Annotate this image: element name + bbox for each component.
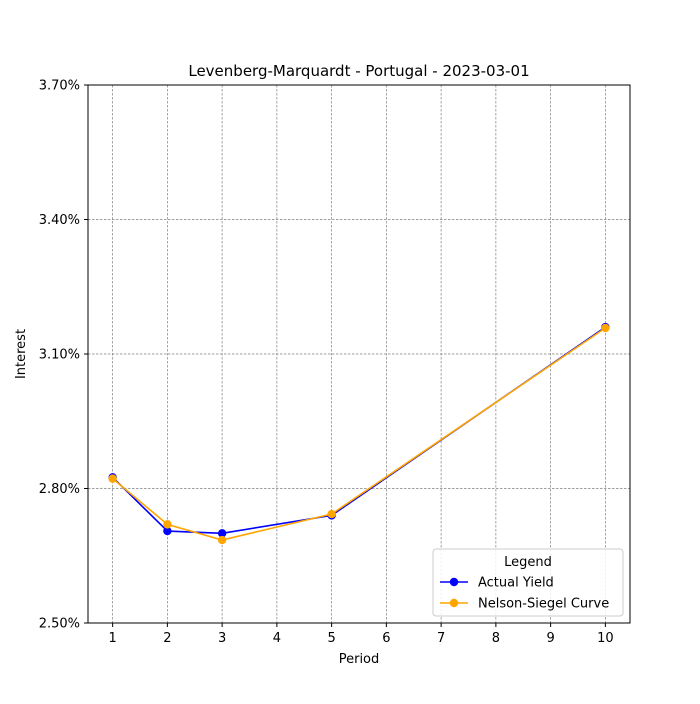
- series-layer: [108, 322, 610, 545]
- y-axis-label: Interest: [14, 329, 29, 379]
- series-2-point: [108, 474, 117, 483]
- series-2-point: [327, 509, 336, 519]
- x-tick-label: 9: [546, 631, 554, 646]
- legend-entries: Actual Yield Nelson-Siegel Curve: [440, 576, 609, 612]
- x-tick-label: 1: [108, 631, 116, 646]
- x-tick-label: 4: [273, 631, 281, 646]
- y-tick-label: 2.80%: [39, 482, 80, 497]
- legend-label-2: Nelson-Siegel Curve: [478, 597, 609, 612]
- series-2-point: [601, 323, 610, 333]
- series-1-point: [163, 526, 172, 536]
- y-tick-label: 3.10%: [39, 348, 80, 363]
- grid-layer: [88, 84, 630, 624]
- x-tick-label: 10: [597, 631, 614, 646]
- y-tick-label: 3.70%: [39, 79, 80, 94]
- legend-box: [432, 548, 624, 617]
- x-tick-label: 7: [437, 631, 445, 646]
- legend-label-1: Actual Yield: [478, 576, 554, 591]
- y-tick-label: 3.40%: [39, 213, 80, 228]
- series-2-point: [217, 535, 227, 545]
- chart-title: Levenberg-Marquardt - Portugal - 2023-03…: [188, 62, 529, 80]
- x-tick-label: 2: [163, 631, 171, 646]
- legend-marker-1: [449, 577, 459, 587]
- x-tick-label: 5: [327, 631, 335, 646]
- y-tick-label: 2.50%: [39, 617, 80, 632]
- x-tick-label: 6: [382, 631, 390, 646]
- series-1-point: [217, 529, 227, 538]
- x-axis-label: Period: [339, 652, 380, 667]
- legend: Legend Actual Yield Nelson-Siegel Curve: [432, 548, 624, 617]
- series-2-point: [163, 520, 172, 529]
- legend-marker-2: [449, 598, 459, 608]
- series-line-2: [112, 327, 606, 541]
- x-tick-label: 3: [218, 631, 226, 646]
- ticks-layer: 1 2 3 4 5 6 7 8 9 10 2.50% 2.80% 3.10% 3.40% 3.70%: [39, 79, 614, 647]
- legend-title: Legend: [504, 555, 552, 570]
- series-line-1: [112, 326, 606, 535]
- x-tick-label: 8: [492, 631, 500, 646]
